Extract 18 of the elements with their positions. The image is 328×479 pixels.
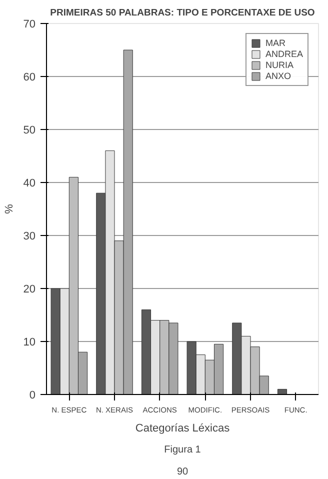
y-tick-label: 60: [23, 72, 36, 84]
y-tick-label: 30: [23, 230, 36, 242]
y-tick-label: 50: [23, 124, 36, 136]
y-tick-label: 20: [23, 284, 36, 296]
bar: [277, 388, 288, 394]
y-tick-label: 10: [23, 336, 36, 348]
legend-label: ANDREA: [265, 49, 303, 59]
legend-label: NURIA: [265, 60, 294, 70]
text: 90: [176, 466, 188, 478]
legend-label: ANXO: [265, 71, 291, 81]
x-axis-title: Categorías Léxicas: [135, 422, 230, 434]
y-tick-label: 0: [29, 390, 36, 402]
y-tick-label: 70: [23, 18, 36, 30]
y-axis-title: %: [3, 204, 16, 214]
legend-label: MAR: [265, 38, 286, 48]
text: Figura 1: [164, 444, 202, 456]
chart-title: PRIMEIRAS 50 PALABRAS: TIPO E PORCENTAXE DE USO: [50, 8, 315, 18]
y-tick-label: 40: [23, 178, 36, 190]
